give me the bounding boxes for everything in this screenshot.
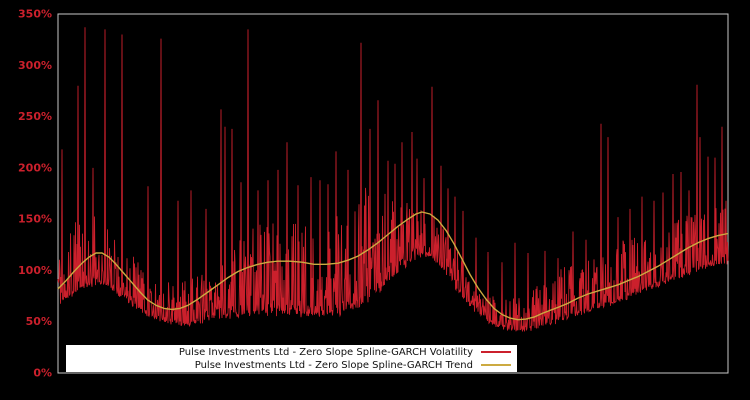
volatility-line-swatch: [481, 351, 511, 353]
trend-line-swatch: [481, 364, 511, 366]
y-tick-label: 0%: [33, 367, 52, 380]
y-tick-label: 250%: [18, 110, 52, 123]
y-tick-label: 100%: [18, 264, 52, 277]
y-tick-label: 150%: [18, 213, 52, 226]
y-tick-label: 50%: [26, 315, 52, 328]
legend-entry-volatility: Pulse Investments Ltd - Zero Slope Splin…: [70, 346, 511, 359]
legend-entry-trend: Pulse Investments Ltd - Zero Slope Splin…: [70, 359, 511, 372]
chart-legend: Pulse Investments Ltd - Zero Slope Splin…: [66, 345, 517, 372]
trend-series-line: [57, 211, 729, 321]
y-tick-label: 200%: [18, 161, 52, 174]
y-tick-label: 300%: [18, 59, 52, 72]
plot-border: [57, 13, 729, 374]
volatility-series-line: [57, 27, 729, 332]
legend-label-volatility: Pulse Investments Ltd - Zero Slope Splin…: [178, 346, 473, 358]
legend-label-trend: Pulse Investments Ltd - Zero Slope Splin…: [194, 359, 473, 371]
y-tick-label: 350%: [18, 8, 52, 21]
